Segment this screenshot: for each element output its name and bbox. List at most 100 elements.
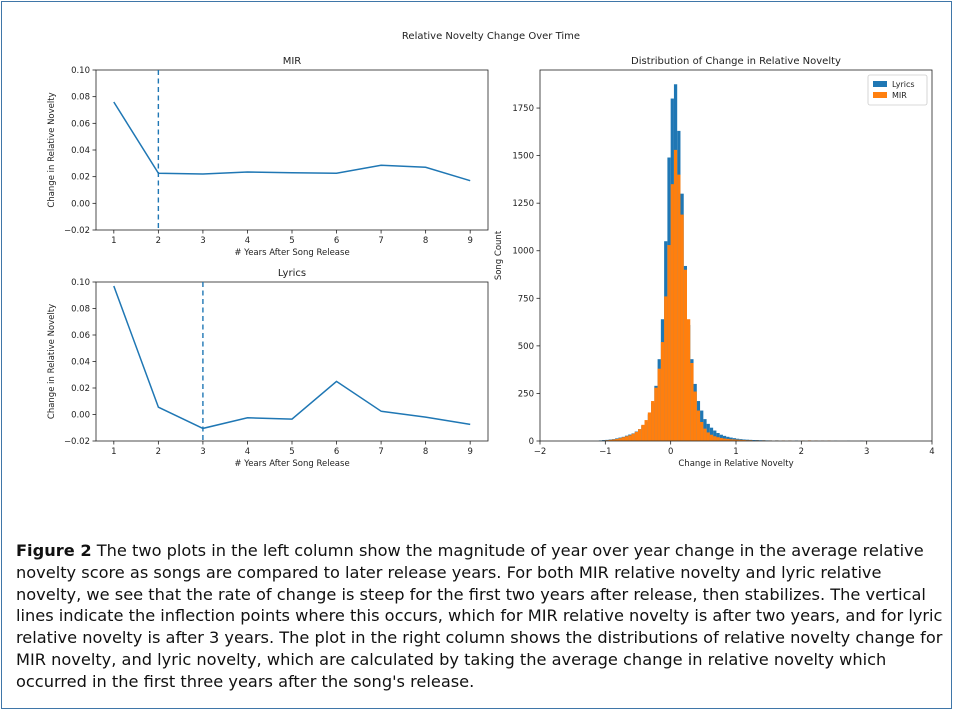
histogram-bar-mir <box>647 412 652 441</box>
histogram-bar-mir <box>657 368 661 441</box>
mir-x-tick-label: 8 <box>423 236 428 246</box>
histogram-bar-mir <box>719 437 723 441</box>
histogram-title: Distribution of Change in Relative Novel… <box>631 56 841 67</box>
histogram-bar-mir <box>611 439 616 441</box>
mir-y-axis-label: Change in Relative Novelty <box>47 92 57 207</box>
lyrics-y-tick-label: 0.10 <box>71 278 90 288</box>
mir-y-tick-label: 0.10 <box>71 66 90 76</box>
histogram-bar-mir <box>608 439 612 441</box>
histogram-bar-mir <box>736 439 740 441</box>
histogram-x-tick-label: −2 <box>534 447 547 457</box>
lyrics-x-tick-label: 5 <box>289 447 294 457</box>
mir-series-line <box>113 101 471 182</box>
histogram-bar-mir <box>641 424 645 441</box>
figure-caption: Figure 2 The two plots in the left colum… <box>16 540 944 693</box>
histogram-bar-mir <box>729 439 733 441</box>
mir-plot-frame <box>95 69 489 231</box>
lyrics-y-tick-label: 0.04 <box>71 358 90 368</box>
histogram-y-axis-label: Song Count <box>494 230 504 280</box>
lyrics-y-tick-label: −0.02 <box>64 437 90 447</box>
lyrics-x-axis-label: # Years After Song Release <box>234 459 349 469</box>
lyrics-y-tick-label: 0.06 <box>71 331 90 341</box>
histogram-bar-mir <box>638 429 642 441</box>
lyrics-x-tick-label: 2 <box>156 447 161 457</box>
histogram-bar-mir <box>687 319 691 441</box>
lyrics-x-tick-label: 8 <box>423 447 428 457</box>
legend-swatch-mir <box>873 92 887 98</box>
mir-chart-title: MIR <box>283 56 302 67</box>
histogram-x-tick-label: 0 <box>668 447 673 457</box>
histogram-bar-mir <box>700 421 704 441</box>
mir-x-tick-label: 5 <box>289 236 294 246</box>
histogram-bar-lyrics <box>602 440 606 441</box>
histogram-y-tick-label: 750 <box>518 294 534 304</box>
mir-y-tick-label: 0.08 <box>71 93 90 103</box>
histogram-bar-mir <box>624 436 629 441</box>
histogram-bar-mir <box>673 149 678 441</box>
histogram-bar-mir <box>654 387 658 441</box>
histogram-bar-mir <box>677 174 681 441</box>
histogram-x-tick-label: 2 <box>799 447 804 457</box>
lyrics-x-tick-label: 6 <box>334 447 339 457</box>
histogram-bar-mir <box>693 391 697 441</box>
histogram-bar-mir <box>726 438 730 441</box>
histogram-bar-mir <box>683 269 687 441</box>
mir-x-tick-label: 7 <box>378 236 383 246</box>
histogram-x-tick-label: −1 <box>599 447 612 457</box>
histogram-x-tick-label: 4 <box>929 447 934 457</box>
lyrics-y-tick-label: 0.02 <box>71 384 90 394</box>
lyrics-x-tick-label: 1 <box>111 447 116 457</box>
legend-swatch-lyrics <box>873 81 887 87</box>
histogram-bar-mir <box>696 410 701 441</box>
lyrics-y-axis-label: Change in Relative Novelty <box>47 304 57 419</box>
histogram-bar-mir <box>690 362 694 441</box>
lyrics-x-tick-label: 7 <box>378 447 383 457</box>
histogram-x-tick-label: 1 <box>733 447 738 457</box>
histogram-bar-mir <box>651 401 655 441</box>
histogram-plot-frame <box>539 69 933 442</box>
histogram-bar-lyrics <box>713 430 717 441</box>
histogram-bar-mir <box>713 436 717 441</box>
caption-label: Figure 2 <box>16 541 92 560</box>
histogram-bar-lyrics <box>719 434 723 441</box>
histogram-bar-mir <box>680 214 684 441</box>
lyrics-y-tick-label: 0.00 <box>71 411 90 421</box>
histogram-bar-mir <box>628 435 632 441</box>
caption-text: The two plots in the left column show th… <box>16 541 943 691</box>
mir-y-tick-label: 0.00 <box>71 199 90 209</box>
histogram-bar-mir <box>703 428 707 441</box>
histogram-bar-mir <box>732 439 736 441</box>
histogram-bar-mir <box>716 437 720 441</box>
histogram-bar-mir <box>634 431 638 441</box>
histogram-bar-mir <box>644 420 648 441</box>
lyrics-y-tick-label: 0.08 <box>71 305 90 315</box>
histogram-y-tick-label: 500 <box>518 342 534 352</box>
mir-y-tick-label: −0.02 <box>64 226 90 236</box>
histogram-bar-mir <box>631 433 635 441</box>
histogram-bar-mir <box>709 434 714 441</box>
mir-y-tick-label: 0.06 <box>71 119 90 129</box>
histogram-y-tick-label: 250 <box>518 389 534 399</box>
mir-y-tick-label: 0.02 <box>71 173 90 183</box>
histogram-bar-mir <box>742 440 746 441</box>
histogram-bar-mir <box>621 437 625 441</box>
histogram-bar-mir <box>664 296 668 441</box>
legend-label-lyrics: Lyrics <box>892 80 915 89</box>
histogram-y-tick-label: 1000 <box>512 247 534 257</box>
histogram-x-tick-label: 3 <box>864 447 869 457</box>
histogram-bar-mir <box>670 184 674 441</box>
mir-x-tick-label: 3 <box>200 236 205 246</box>
histogram-bar-mir <box>722 438 727 441</box>
histogram-y-tick-label: 1250 <box>512 199 534 209</box>
mir-x-tick-label: 6 <box>334 236 339 246</box>
mir-x-tick-label: 9 <box>467 236 472 246</box>
histogram-bar-mir <box>667 245 671 441</box>
figure-plots: Relative Novelty Change Over Time 1 2 3 4 5 6… <box>47 31 935 469</box>
lyrics-x-tick-label: 4 <box>245 447 250 457</box>
histogram-bar-lyrics <box>752 440 756 441</box>
lyrics-chart-title: Lyrics <box>278 268 306 279</box>
mir-x-tick-label: 1 <box>111 236 116 246</box>
histogram-y-tick-label: 1500 <box>512 152 534 162</box>
histogram-bar-mir <box>618 438 622 441</box>
